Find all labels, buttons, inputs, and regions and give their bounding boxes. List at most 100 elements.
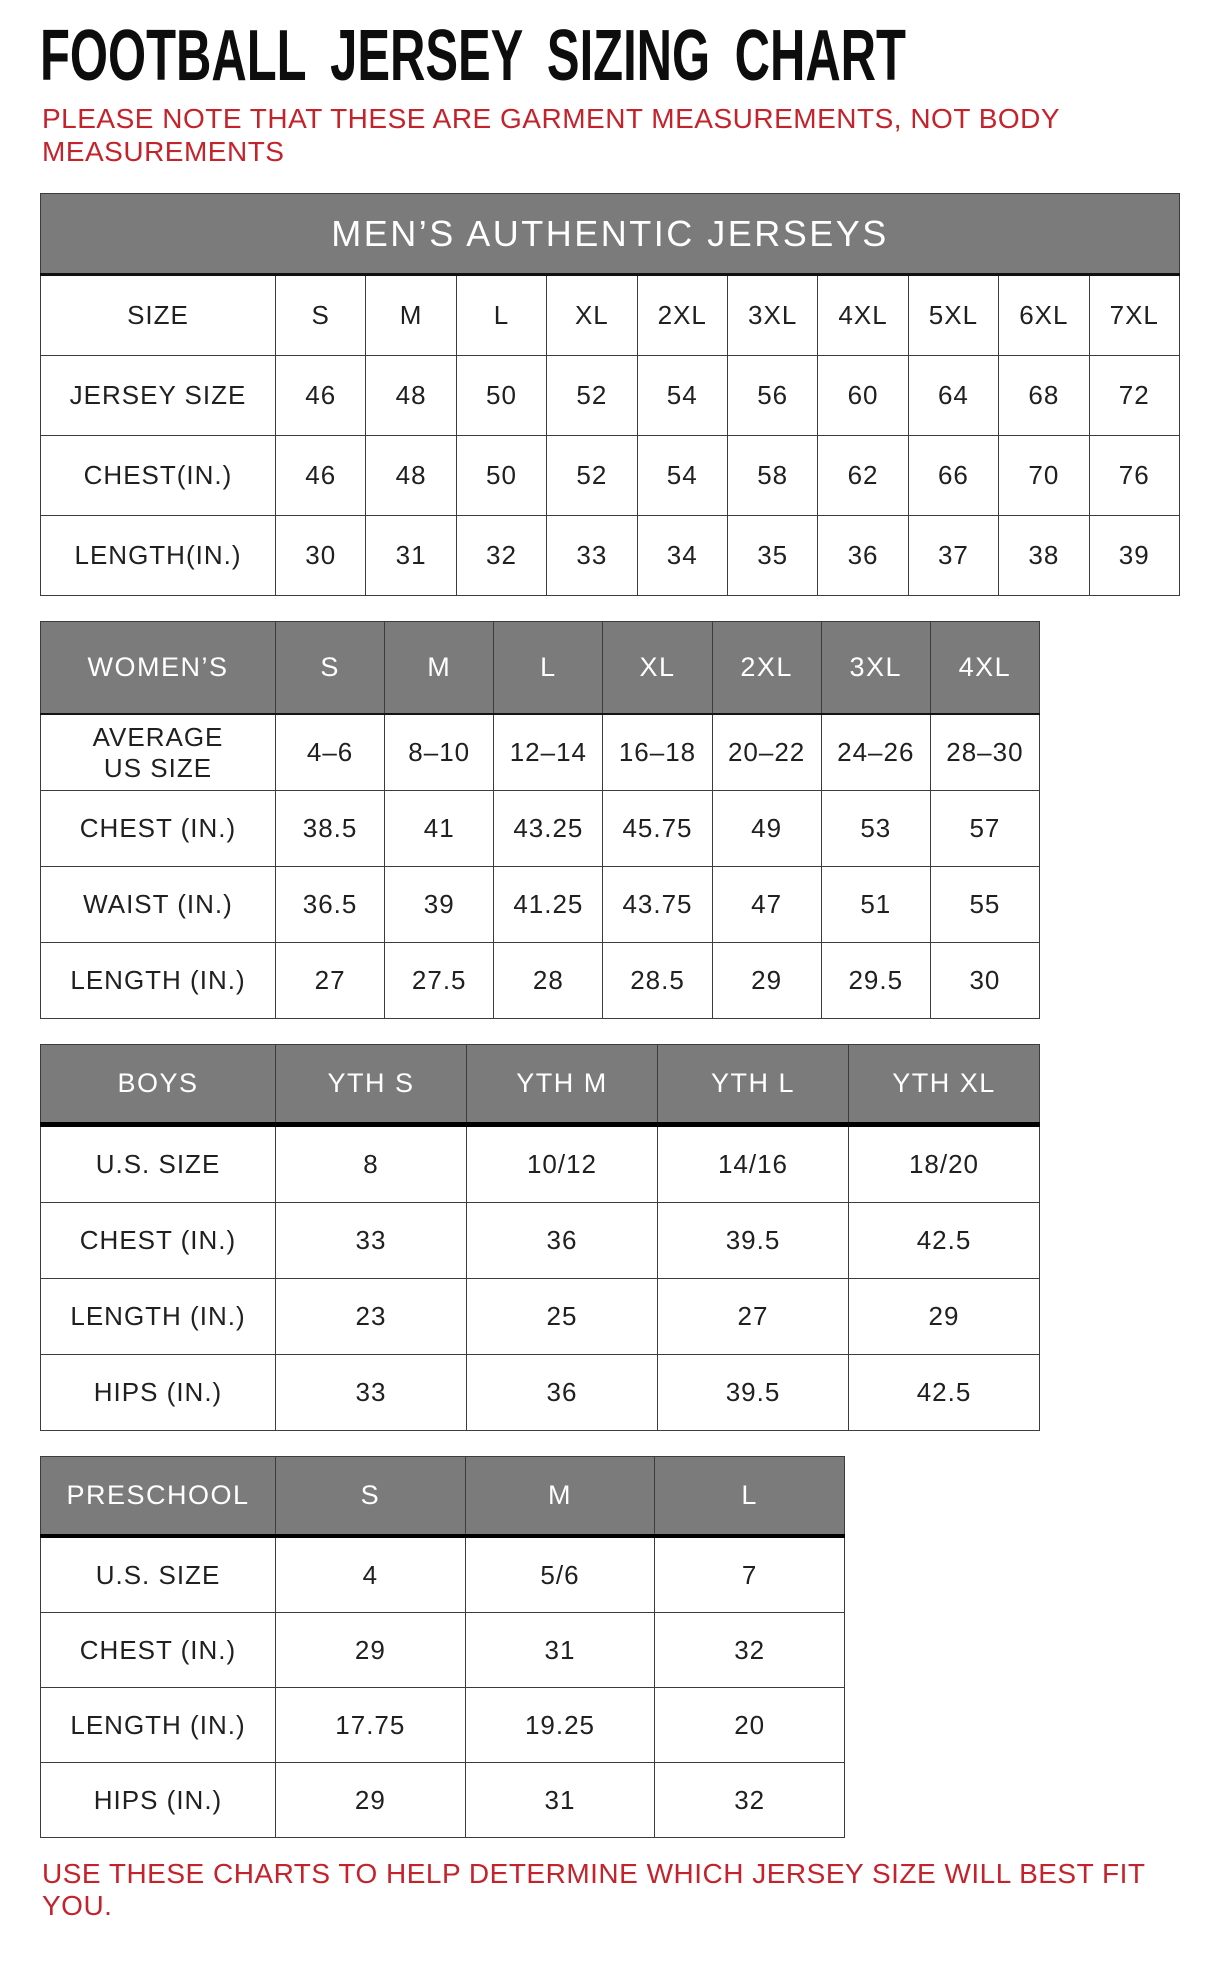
value-cell: 39.5 (657, 1354, 849, 1431)
table-row: CHEST (IN.) 38.5 41 43.25 45.75 49 53 57 (40, 790, 1041, 867)
value-cell: 33 (275, 1354, 467, 1431)
value-cell: 51 (820, 866, 931, 943)
row-label: JERSEY SIZE (40, 355, 276, 436)
value-cell: 29 (848, 1278, 1040, 1355)
value-cell: 27.5 (384, 942, 495, 1019)
value-cell: 8 (275, 1124, 467, 1203)
footer-note: USE THESE CHARTS TO HELP DETERMINE WHICH… (42, 1858, 1145, 1921)
table-header-row: BOYS YTH S YTH M YTH L YTH XL (40, 1044, 1040, 1127)
value-cell: 41.25 (493, 866, 604, 943)
value-cell: 30 (929, 942, 1041, 1019)
column-header: L (493, 621, 604, 715)
value-cell: 70 (998, 435, 1090, 516)
column-header: M (464, 1456, 656, 1538)
value-cell: 4 (275, 1535, 466, 1613)
value-cell: 39.5 (657, 1202, 849, 1279)
value-cell: 31 (464, 1762, 656, 1838)
row-label: LENGTH (IN.) (40, 942, 276, 1019)
value-cell: 62 (817, 435, 909, 516)
table-row: WAIST (IN.) 36.5 39 41.25 43.75 47 51 55 (40, 866, 1041, 943)
row-label: LENGTH (IN.) (40, 1278, 276, 1355)
row-label: U.S. SIZE (40, 1535, 276, 1613)
value-cell: 36 (466, 1354, 658, 1431)
value-cell: 27 (274, 942, 386, 1019)
table-header-row: PRESCHOOL S M L (40, 1456, 845, 1538)
value-cell: 20–22 (711, 713, 822, 791)
value-cell: 41 (384, 790, 495, 867)
row-label: LENGTH(IN.) (40, 515, 276, 596)
table-row: LENGTH (IN.) 23 25 27 29 (40, 1278, 1040, 1355)
value-cell: 39 (1088, 515, 1181, 596)
value-cell: 38.5 (274, 790, 386, 867)
value-cell: 36 (466, 1202, 658, 1279)
value-cell: 50 (455, 435, 548, 516)
value-cell: 25 (466, 1278, 658, 1355)
value-cell: 10/12 (466, 1124, 658, 1203)
garment-note-line-2: MEASUREMENTS (42, 136, 285, 167)
value-cell: 43.25 (493, 790, 604, 867)
row-label: CHEST (IN.) (40, 1612, 276, 1688)
value-cell: 52 (546, 435, 638, 516)
value-cell: 7 (654, 1535, 845, 1613)
value-cell: 29 (275, 1762, 466, 1838)
row-label: CHEST(IN.) (40, 435, 276, 516)
value-cell: 33 (546, 515, 638, 596)
page-title: FOOTBALL JERSEY SIZING CHART (40, 16, 906, 96)
row-label: HIPS (IN.) (40, 1354, 276, 1431)
value-cell: 57 (929, 790, 1041, 867)
value-cell: XL (546, 274, 638, 356)
table-row: CHEST(IN.) 46 48 50 52 54 58 62 66 70 76 (40, 435, 1181, 516)
column-header: 3XL (820, 621, 931, 715)
column-header: S (274, 621, 386, 715)
womens-table-section: WOMEN’S S M L XL 2XL 3XL 4XL AVERAGE US SIZE 4–6 8–… (40, 621, 1200, 1019)
value-cell: 28–30 (929, 713, 1041, 791)
value-cell: 68 (998, 355, 1090, 436)
value-cell: 39 (384, 866, 495, 943)
value-cell: 42.5 (848, 1202, 1040, 1279)
value-cell: 17.75 (275, 1687, 466, 1763)
table-row: HIPS (IN.) 29 31 32 (40, 1762, 845, 1838)
table-row: AVERAGE US SIZE 4–6 8–10 12–14 16–18 20–22 24–2… (40, 713, 1041, 791)
mens-banner: MEN’S AUTHENTIC JERSEYS (40, 193, 1180, 276)
womens-header-label: WOMEN’S (40, 621, 276, 715)
row-label: LENGTH (IN.) (40, 1687, 276, 1763)
value-cell: 29 (711, 942, 822, 1019)
value-cell: 28.5 (602, 942, 713, 1019)
value-cell: 66 (907, 435, 1000, 516)
value-cell: 47 (711, 866, 822, 943)
row-label: WAIST (IN.) (40, 866, 276, 943)
value-cell: 20 (654, 1687, 845, 1763)
column-header: M (384, 621, 495, 715)
value-cell: 29 (275, 1612, 466, 1688)
value-cell: 64 (907, 355, 1000, 436)
table-row: U.S. SIZE 4 5/6 7 (40, 1535, 845, 1613)
column-header: YTH S (275, 1044, 467, 1127)
table-banner-row: MEN’S AUTHENTIC JERSEYS (40, 193, 1180, 276)
table-row: CHEST (IN.) 29 31 32 (40, 1612, 845, 1688)
womens-size-table: WOMEN’S S M L XL 2XL 3XL 4XL AVERAGE US SIZE 4–6 8–… (40, 621, 1041, 1019)
value-cell: 28 (493, 942, 604, 1019)
column-header: YTH XL (848, 1044, 1040, 1127)
value-cell: 6XL (998, 274, 1090, 356)
table-header-row: WOMEN’S S M L XL 2XL 3XL 4XL (40, 621, 1041, 715)
value-cell: 38 (998, 515, 1090, 596)
value-cell: 23 (275, 1278, 467, 1355)
table-row: LENGTH (IN.) 17.75 19.25 20 (40, 1687, 845, 1763)
table-row: U.S. SIZE 8 10/12 14/16 18/20 (40, 1124, 1040, 1203)
boys-header-label: BOYS (40, 1044, 276, 1127)
row-label: SIZE (40, 274, 276, 356)
value-cell: 36.5 (274, 866, 386, 943)
preschool-size-table: PRESCHOOL S M L U.S. SIZE 4 5/6 7 CHEST (IN.) 29 3… (40, 1456, 845, 1838)
value-cell: 60 (817, 355, 909, 436)
value-cell: 72 (1088, 355, 1181, 436)
table-row: LENGTH (IN.) 27 27.5 28 28.5 29 29.5 30 (40, 942, 1041, 1019)
value-cell: 48 (365, 435, 457, 516)
value-cell: 56 (726, 355, 819, 436)
table-row: CHEST (IN.) 33 36 39.5 42.5 (40, 1202, 1040, 1279)
table-row: JERSEY SIZE 46 48 50 52 54 56 60 64 68 72 (40, 355, 1181, 436)
value-cell: 36 (817, 515, 909, 596)
preschool-header-label: PRESCHOOL (40, 1456, 276, 1538)
value-cell: 8–10 (384, 713, 495, 791)
value-cell: 5/6 (464, 1535, 656, 1613)
value-cell: 43.75 (602, 866, 713, 943)
